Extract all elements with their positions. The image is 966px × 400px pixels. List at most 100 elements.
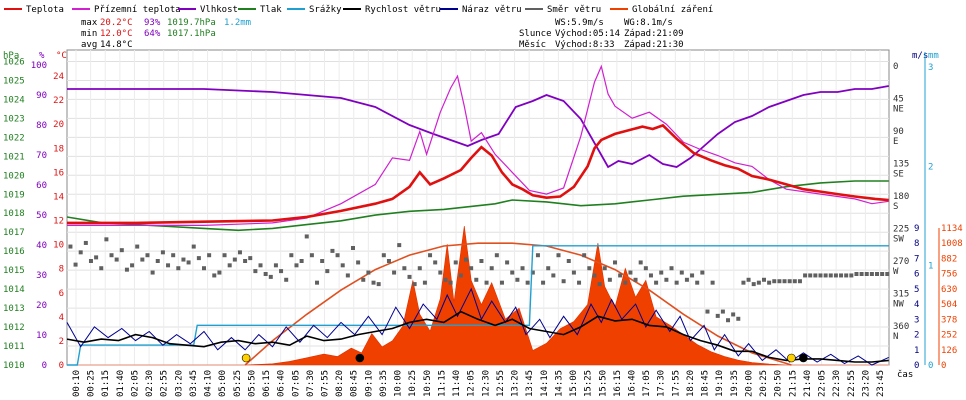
axis-tick-temp: 0 <box>59 361 64 371</box>
axis-tick-direction: 270 <box>893 257 909 267</box>
series-layer <box>66 64 890 366</box>
wind-direction-point <box>638 260 643 265</box>
stats-panel: max 20.2°C 93% 1019.7hPa 1.2mm min 12.0°C 64% 10… <box>81 18 684 50</box>
axis-tick-temp: 22 <box>53 96 64 106</box>
wind-direction-point <box>397 243 402 248</box>
wind-direction-point <box>130 263 135 268</box>
wind-direction-point <box>566 259 571 263</box>
x-tick-label: 23:45 <box>876 370 886 397</box>
x-tick-label: 16:40 <box>627 370 637 397</box>
axis-tick-hpa: 1010 <box>3 361 25 371</box>
legend-label: Vlhkost <box>200 5 238 15</box>
x-tick-label: 14:35 <box>554 370 564 397</box>
wind-direction-point <box>124 267 129 272</box>
axis-tick-wm2: 1134 <box>941 224 963 234</box>
wind-direction-point <box>556 253 561 258</box>
wind-direction-point <box>345 273 350 278</box>
wind-direction-point <box>309 253 314 258</box>
wind-direction-point <box>489 266 494 271</box>
series-temperature <box>67 123 889 225</box>
wind-direction-point <box>715 313 720 318</box>
wind-direction-point <box>392 270 397 275</box>
wind-direction-point <box>330 248 335 253</box>
wind-direction-point <box>710 280 715 285</box>
wind-direction-point <box>602 266 607 271</box>
x-tick-label: 14:10 <box>540 370 550 397</box>
axis-tick-direction: 45 <box>893 95 904 105</box>
wind-direction-point <box>428 253 433 258</box>
wind-direction-point <box>587 266 592 271</box>
wind-direction-point <box>741 280 746 285</box>
wind-direction-point <box>253 269 258 274</box>
axis-tick-hpa: 1011 <box>3 342 25 352</box>
wind-direction-point <box>864 272 869 276</box>
axis-tick-temp: 10 <box>53 241 64 251</box>
wind-direction-point <box>104 237 109 242</box>
x-tick-label: 05:50 <box>247 370 257 397</box>
series-pressure <box>66 180 889 232</box>
wind-direction-point <box>546 266 551 271</box>
wind-direction-point <box>443 277 448 282</box>
axis-tick-wm2: 756 <box>941 270 957 280</box>
axis-tick-hpa: 1024 <box>3 95 25 105</box>
wind-direction-point <box>181 257 186 262</box>
wind-direction-point <box>628 270 633 275</box>
x-tick-label: 02:30 <box>145 370 155 397</box>
series-ground-temperature <box>67 64 889 226</box>
axis-tick-wm2: 1008 <box>941 239 963 249</box>
wind-direction-point <box>751 282 756 287</box>
x-tick-label: 08:20 <box>335 370 345 397</box>
sun-rise: Východ:05:14 <box>555 29 620 39</box>
axis-tick-hpa: 1013 <box>3 304 25 314</box>
axis-tick-temp: 24 <box>53 72 64 82</box>
wind-direction-point <box>648 273 653 278</box>
axis-tick-temp: 18 <box>53 144 64 154</box>
wind-direction-point <box>726 318 731 323</box>
wind-direction-point <box>643 266 648 271</box>
wind-direction-point <box>232 257 237 262</box>
axis-tick-hpa: 1025 <box>3 76 25 86</box>
x-tick-label: 07:30 <box>306 370 316 397</box>
wind-direction-point <box>618 273 623 278</box>
stat-max-label: max <box>81 18 98 28</box>
wind-direction-point <box>695 280 700 285</box>
axis-tick-hpa: 1014 <box>3 285 25 295</box>
legend-label: Přízemní teplota <box>94 5 181 15</box>
stat-avg-label: avg <box>81 40 97 50</box>
x-tick-label: 19:10 <box>715 370 725 397</box>
wind-direction-point <box>746 277 751 282</box>
wind-direction-point <box>875 272 880 276</box>
x-tick-label: 08:45 <box>350 370 360 397</box>
wind-direction-point <box>484 280 489 285</box>
wind-direction-point <box>335 253 340 258</box>
x-tick-label: 15:25 <box>584 370 594 397</box>
wind-direction-point <box>582 253 587 258</box>
stat-avg-temp: 14.8°C <box>100 40 133 50</box>
wind-direction-point <box>340 263 345 268</box>
wind-direction-point <box>438 270 443 275</box>
wind-direction-point <box>720 309 725 314</box>
wind-direction-point <box>299 259 304 263</box>
wind-direction-point <box>217 270 222 275</box>
wind-direction-point <box>155 259 160 263</box>
x-tick-label: 10:50 <box>423 370 433 397</box>
x-tick-label: 02:55 <box>160 370 170 397</box>
moon-label: Měsíc <box>519 40 546 50</box>
wind-direction-point <box>145 253 150 258</box>
x-tick-label: 16:15 <box>613 370 623 397</box>
x-tick-label: 00:10 <box>72 370 82 397</box>
axis-tick-direction: 180 <box>893 192 909 202</box>
axis-tick-hpa: 1015 <box>3 266 25 276</box>
wind-direction-point <box>361 277 366 282</box>
x-tick-label: 21:15 <box>788 370 798 397</box>
wind-direction-point <box>479 259 484 263</box>
axis-tick-pct: 70 <box>36 151 47 161</box>
axis-tick-pct: 40 <box>36 241 47 251</box>
wind-direction-point <box>412 282 417 287</box>
wind-direction-point <box>797 279 802 284</box>
wind-direction-point <box>268 274 273 279</box>
wind-direction-point <box>73 262 78 267</box>
axis-tick-pct: 50 <box>36 211 47 221</box>
legend-label: Náraz větru <box>462 5 522 15</box>
